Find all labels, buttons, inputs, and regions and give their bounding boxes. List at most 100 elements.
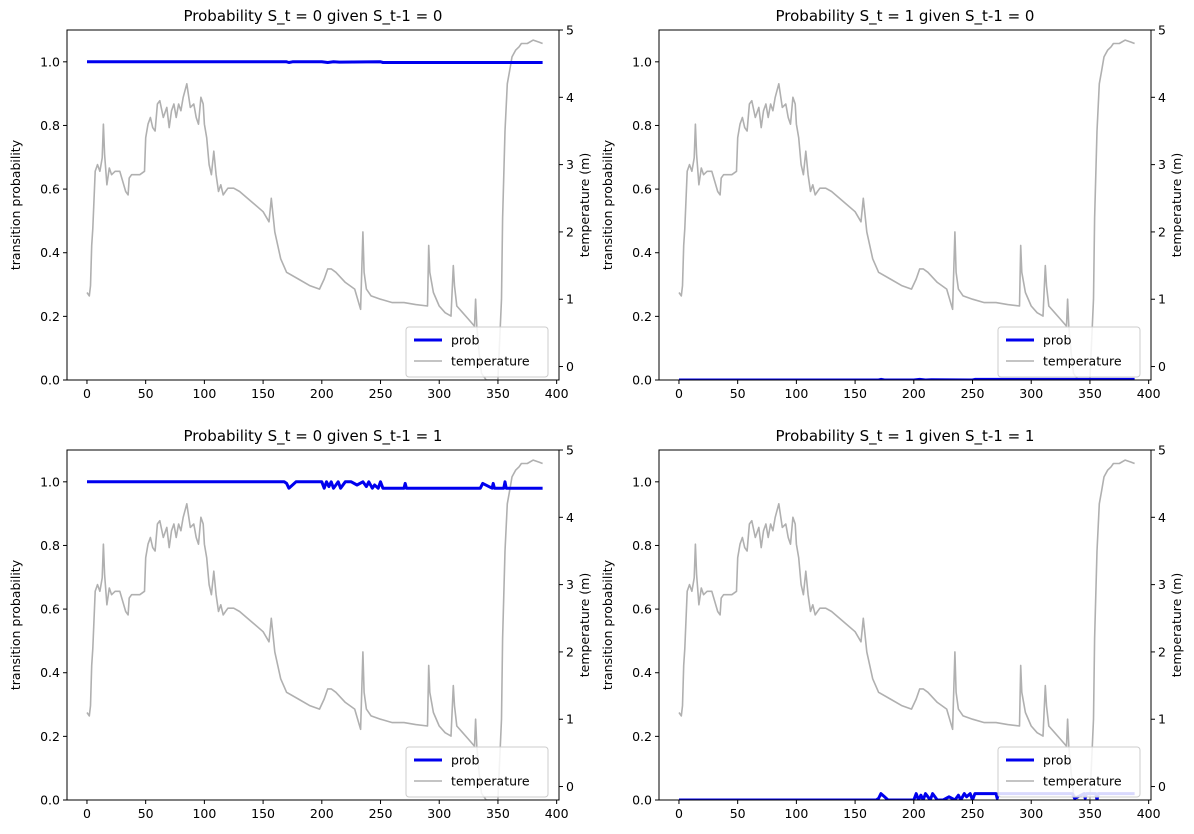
y2-tick-label: 4 [1158, 90, 1166, 105]
x-tick-label: 400 [1137, 386, 1161, 401]
y2-axis-label: temperature (m) [577, 573, 592, 677]
x-tick-label: 50 [138, 806, 154, 821]
x-tick-label: 200 [310, 386, 334, 401]
y-tick-label: 0.2 [632, 309, 652, 324]
y2-tick-label: 0 [566, 779, 574, 794]
y-axis-label: transition probability [8, 559, 23, 690]
subplot-2: Probability S_t = 1 given S_t-1 = 00 50 10… [600, 7, 1184, 401]
legend: prob temperature [997, 746, 1141, 798]
y2-tick-label: 2 [566, 644, 574, 659]
y2-tick-label: 2 [1158, 644, 1166, 659]
x-tick-label: 250 [961, 386, 985, 401]
legend: prob temperature [997, 326, 1141, 378]
y-tick-label: 0.4 [40, 245, 60, 260]
legend-label-prob: prob [1043, 753, 1071, 768]
legend-label-prob: prob [1043, 333, 1071, 348]
y2-tick-label: 4 [566, 90, 574, 105]
chart-title: Probability S_t = 0 given S_t-1 = 1 [184, 427, 443, 446]
x-tick-label: 150 [251, 386, 275, 401]
x-tick-label: 400 [1137, 806, 1161, 821]
x-tick-label: 250 [961, 806, 985, 821]
y2-tick-label: 3 [566, 157, 574, 172]
x-tick-label: 250 [369, 386, 393, 401]
y2-tick-label: 3 [1158, 577, 1166, 592]
legend-label-prob: prob [451, 333, 479, 348]
x-tick-label: 200 [902, 386, 926, 401]
x-tick-label: 200 [902, 806, 926, 821]
x-tick-label: 400 [545, 386, 569, 401]
x-tick-label: 250 [369, 806, 393, 821]
y2-tick-label: 3 [1158, 157, 1166, 172]
y2-tick-label: 1 [1158, 712, 1166, 727]
y2-tick-label: 0 [1158, 359, 1166, 374]
y-tick-label: 0.8 [40, 118, 60, 133]
subplot-3: Probability S_t = 0 given S_t-1 = 10 50 10… [8, 427, 592, 821]
chart-title: Probability S_t = 1 given S_t-1 = 1 [776, 427, 1035, 446]
chart-title: Probability S_t = 1 given S_t-1 = 0 [776, 7, 1035, 26]
x-tick-label: 0 [83, 386, 91, 401]
y2-tick-label: 3 [566, 577, 574, 592]
x-tick-label: 300 [1019, 806, 1043, 821]
legend-label-temperature: temperature [451, 354, 530, 369]
series-line-prob [87, 480, 543, 490]
y2-tick-label: 5 [566, 23, 574, 38]
legend: prob temperature [405, 326, 549, 378]
x-tick-label: 100 [192, 806, 216, 821]
x-tick-label: 300 [427, 386, 451, 401]
y-tick-label: 1.0 [40, 474, 60, 489]
y-tick-label: 0.0 [632, 373, 652, 388]
y2-tick-label: 5 [566, 443, 574, 458]
series-line-temperature [86, 39, 543, 380]
x-tick-label: 150 [843, 386, 867, 401]
series-line-temperature [678, 39, 1135, 380]
series-line-temperature [86, 459, 543, 800]
series-line-prob [87, 60, 543, 64]
x-tick-label: 350 [486, 806, 510, 821]
x-tick-label: 350 [486, 386, 510, 401]
x-tick-label: 100 [784, 386, 808, 401]
plot-area [86, 39, 543, 380]
axes-frame [658, 449, 1152, 801]
y-tick-label: 0.6 [40, 182, 60, 197]
y-tick-label: 0.4 [632, 245, 652, 260]
x-tick-label: 150 [251, 806, 275, 821]
y2-axis-label: temperature (m) [1169, 153, 1184, 257]
legend-label-temperature: temperature [1043, 774, 1122, 789]
subplot-4: Probability S_t = 1 given S_t-1 = 1 0 50 1 0… [600, 427, 1184, 821]
x-tick-label: 50 [730, 806, 746, 821]
axes-frame [66, 449, 560, 801]
legend: prob temperature [405, 746, 549, 798]
x-tick-label: 0 [675, 386, 683, 401]
y-tick-label: 0.8 [632, 538, 652, 553]
series-line-temperature [678, 459, 1135, 800]
x-tick-label: 0 [675, 806, 683, 821]
y2-tick-label: 1 [1158, 292, 1166, 307]
chart-title: Probability S_t = 0 given S_t-1 = 0 [184, 7, 443, 26]
x-tick-label: 300 [1019, 386, 1043, 401]
x-tick-label: 200 [310, 806, 334, 821]
x-tick-label: 350 [1078, 806, 1102, 821]
plot-area [678, 39, 1135, 380]
y-tick-label: 0.2 [40, 309, 60, 324]
y-tick-label: 0.2 [40, 729, 60, 744]
y-tick-label: 1.0 [632, 474, 652, 489]
y-tick-label: 0.8 [632, 118, 652, 133]
y2-tick-label: 5 [1158, 443, 1166, 458]
y-tick-label: 1.0 [40, 54, 60, 69]
y2-axis-label: temperature (m) [1169, 573, 1184, 677]
y-tick-label: 0.6 [632, 182, 652, 197]
x-tick-label: 400 [545, 806, 569, 821]
y-tick-label: 0.6 [40, 602, 60, 617]
y2-axis-label: temperature (m) [577, 153, 592, 257]
x-tick-label: 50 [138, 386, 154, 401]
y2-tick-label: 5 [1158, 23, 1166, 38]
y-axis-label: transition probability [600, 559, 615, 690]
y2-tick-label: 4 [566, 510, 574, 525]
y-axis-label: transition probability [8, 139, 23, 270]
y2-tick-label: 4 [1158, 510, 1166, 525]
axes-frame [66, 29, 560, 381]
legend-label-prob: prob [451, 753, 479, 768]
y-tick-label: 0.8 [40, 538, 60, 553]
y2-tick-label: 1 [566, 712, 574, 727]
